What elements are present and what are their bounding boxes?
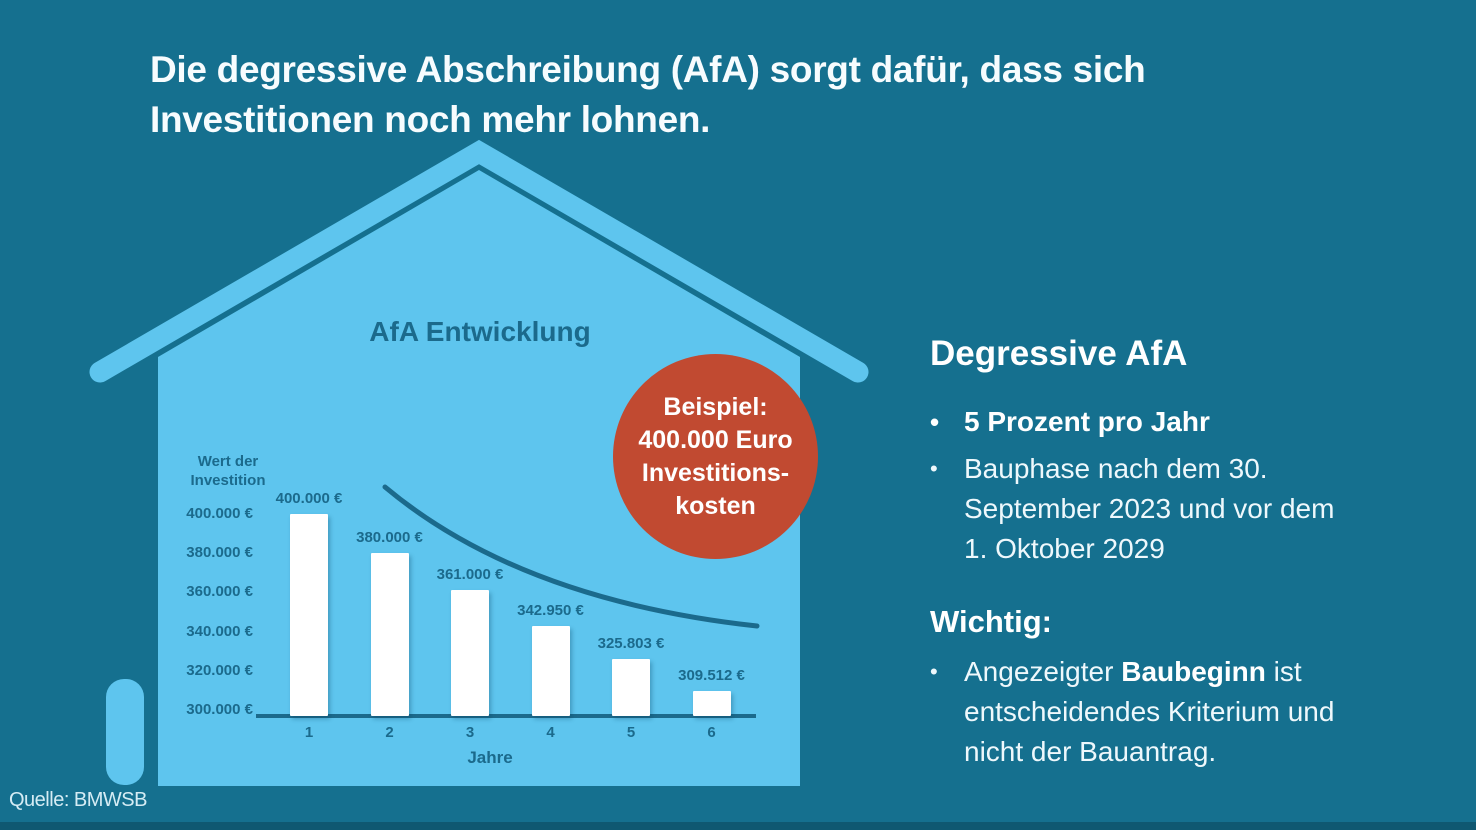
bullet-icon: [930, 402, 964, 442]
page-title-line1: Die degressive Abschreibung (AfA) sorgt …: [150, 49, 1146, 90]
bullet-icon: [930, 652, 964, 692]
wichtig-heading: Wichtig:: [930, 604, 1052, 639]
bar-value-label: 342.950 €: [517, 601, 584, 619]
source-attribution: Quelle: BMWSB: [9, 789, 147, 811]
page-title-line2: Investitionen noch mehr lohnen.: [150, 99, 711, 140]
chart-title: AfA Entwicklung: [369, 316, 591, 347]
chart-bar: [612, 659, 650, 716]
chart-bar: [451, 590, 489, 716]
example-badge: Beispiel: 400.000 Euro Investitions- kos…: [613, 354, 818, 559]
x-axis-tick-label: 3: [465, 724, 475, 741]
chart-bar: [290, 514, 328, 716]
chart-y-axis-label: Wert der Investition: [190, 453, 266, 489]
y-axis-tick-label: 300.000 €: [186, 701, 253, 718]
chart-x-axis-label: Jahre: [467, 748, 513, 767]
bullet-icon: [930, 449, 964, 489]
trend-curve: [382, 484, 760, 629]
bar-value-label: 380.000 €: [356, 529, 423, 547]
wichtig-text-bold: Baubeginn: [1121, 656, 1266, 687]
x-axis-tick-label: 1: [304, 724, 314, 741]
y-axis-tick-label: 340.000 €: [186, 622, 253, 640]
x-axis-tick-label: 2: [385, 724, 394, 741]
info-panel: Degressive AfA 5 Prozent pro Jahr Baupha…: [930, 333, 1420, 772]
chart-bar: [692, 691, 731, 716]
chart-bar: [370, 553, 409, 716]
list-item-text: 5 Prozent pro Jahr: [964, 406, 1210, 437]
bottom-strip: [0, 822, 1476, 830]
badge-line: Beispiel:: [663, 392, 768, 421]
list-item: 5 Prozent pro Jahr: [930, 402, 1420, 442]
wichtig-text-prefix: Angezeigter: [964, 656, 1122, 687]
wichtig-text-suffix: ist entscheidendes Kriterium und nicht d…: [964, 656, 1335, 767]
panel-heading: Degressive AfA: [930, 334, 1188, 373]
list-item-text: Bauphase nach dem 30. September 2023 und…: [964, 453, 1335, 564]
bar-value-label: 400.000 €: [275, 490, 343, 507]
chart-bar: [531, 625, 570, 716]
y-axis-tick-label: 360.000 €: [186, 583, 253, 601]
list-item-text: Angezeigter Baubeginn ist entscheidendes…: [964, 652, 1336, 772]
list-item: Angezeigter Baubeginn ist entscheidendes…: [930, 652, 1420, 772]
x-axis-tick-label: 4: [546, 724, 555, 741]
bar-value-label: 361.000 €: [436, 566, 504, 584]
badge-line: 400.000 Euro: [638, 425, 793, 454]
x-axis-tick-label: 5: [626, 724, 636, 741]
list-item: Bauphase nach dem 30. September 2023 und…: [930, 449, 1420, 569]
badge-line: kosten: [675, 491, 756, 520]
y-axis-tick-label: 400.000 €: [186, 505, 253, 522]
bar-value-label: 325.803 €: [597, 635, 665, 653]
house-roof: [89, 139, 869, 383]
x-axis-tick-label: 6: [707, 724, 716, 741]
y-axis-tick-label: 320.000 €: [186, 661, 253, 679]
badge-line: Investitions-: [641, 458, 790, 487]
page-title: Die degressive Abschreibung (AfA) sorgt …: [150, 45, 1270, 145]
pill-decoration: [106, 679, 144, 785]
y-axis-tick-label: 380.000 €: [186, 544, 253, 562]
bar-value-label: 309.512 €: [678, 667, 745, 685]
